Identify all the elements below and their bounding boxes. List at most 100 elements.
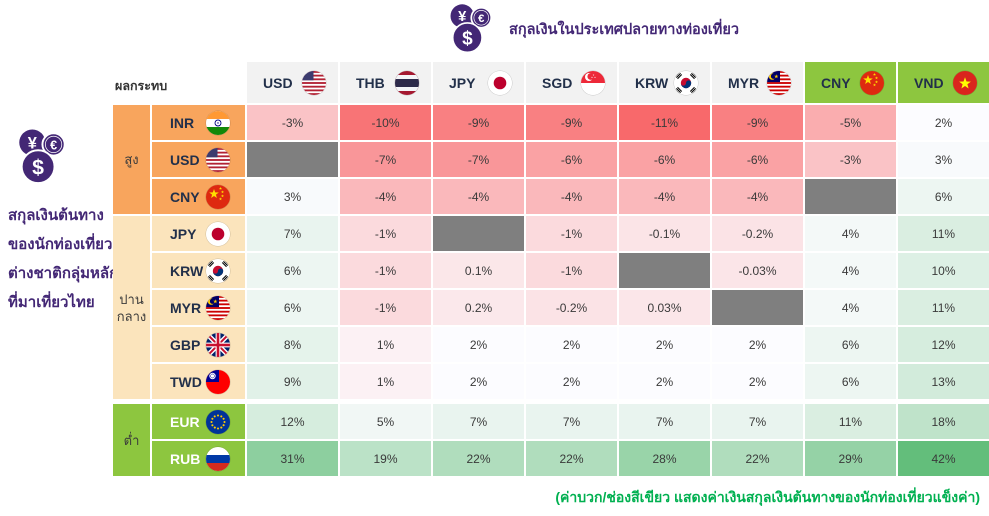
row-header-eur: EUR — [152, 404, 245, 439]
heatmap-cell-myr-thb: -1% — [340, 290, 431, 325]
column-header-label: MYR — [728, 74, 760, 91]
heatmap-cell-cny-jpy: -4% — [433, 179, 524, 214]
row-header-twd: TWD — [152, 364, 245, 399]
heatmap-cell-myr-krw: 0.03% — [619, 290, 710, 325]
column-header-cny: CNY — [805, 62, 896, 103]
heatmap-cell-usd-krw: -6% — [619, 142, 710, 177]
row-header-label: KRW — [170, 262, 204, 279]
my-flag-icon — [767, 70, 791, 95]
ru-flag-icon — [206, 446, 230, 471]
heatmap-cell-usd-myr: -6% — [712, 142, 803, 177]
heatmap-cell-cny-vnd: 6% — [898, 179, 989, 214]
heatmap-cell-inr-thb: -10% — [340, 105, 431, 140]
heatmap-cell-cny-krw: -4% — [619, 179, 710, 214]
column-header-label: USD — [263, 74, 293, 91]
in-flag-icon — [206, 110, 230, 135]
heatmap-cell-gbp-thb: 1% — [340, 327, 431, 362]
heatmap-cell-jpy-vnd: 11% — [898, 216, 989, 251]
heatmap-cell-myr-sgd: -0.2% — [526, 290, 617, 325]
heatmap-cell-gbp-krw: 2% — [619, 327, 710, 362]
currency-coins-icon: ¥ € $ — [444, 3, 496, 55]
origin-currency-panel: ¥ € $ สกุลเงินต้นทางของนักท่องเที่ยวต่าง… — [8, 128, 118, 317]
heatmap-cell-gbp-cny: 6% — [805, 327, 896, 362]
column-header-jpy: JPY — [433, 62, 524, 103]
heatmap-cell-twd-thb: 1% — [340, 364, 431, 399]
heatmap-cell-inr-jpy: -9% — [433, 105, 524, 140]
column-header-label: CNY — [821, 74, 851, 91]
heatmap-cell-jpy-krw: -0.1% — [619, 216, 710, 251]
heatmap-cell-twd-jpy: 2% — [433, 364, 524, 399]
heatmap-cell-rub-sgd: 22% — [526, 441, 617, 476]
currency-coins-icon: ¥ € $ — [12, 128, 70, 186]
heatmap-cell-usd-vnd: 3% — [898, 142, 989, 177]
heatmap-cell-krw-sgd: -1% — [526, 253, 617, 288]
origin-currency-caption-line: ต่างชาติกลุ่มหลัก — [8, 265, 119, 282]
cn-flag-icon — [206, 184, 230, 209]
impact-corner-label: ผลกระทบ — [115, 79, 168, 93]
heatmap-cell-gbp-sgd: 2% — [526, 327, 617, 362]
heatmap-cell-rub-myr: 22% — [712, 441, 803, 476]
row-header-label: JPY — [170, 225, 197, 242]
heatmap-cell-krw-krw — [619, 253, 710, 288]
column-header-label: KRW — [635, 74, 669, 91]
column-header-thb: THB — [340, 62, 431, 103]
origin-currency-caption-line: สกุลเงินต้นทาง — [8, 207, 104, 224]
my-flag-icon — [206, 295, 230, 320]
heatmap-cell-usd-cny: -3% — [805, 142, 896, 177]
column-header-label: JPY — [449, 74, 476, 91]
heatmap-cell-inr-usd: -3% — [247, 105, 338, 140]
column-header-krw: KRW — [619, 62, 710, 103]
column-header-usd: USD — [247, 62, 338, 103]
row-header-label: INR — [170, 114, 195, 131]
svg-text:$: $ — [32, 155, 44, 179]
row-header-label: RUB — [170, 450, 201, 467]
us-flag-icon — [206, 147, 230, 172]
heatmap-cell-myr-usd: 6% — [247, 290, 338, 325]
heatmap-cell-rub-vnd: 42% — [898, 441, 989, 476]
row-header-jpy: JPY — [152, 216, 245, 251]
row-header-label: MYR — [170, 299, 202, 316]
column-header-vnd: VND — [898, 62, 989, 103]
heatmap-cell-cny-usd: 3% — [247, 179, 338, 214]
column-header-label: THB — [356, 74, 385, 91]
column-header-label: VND — [914, 74, 944, 91]
jp-flag-icon — [206, 221, 230, 246]
heatmap-cell-twd-vnd: 13% — [898, 364, 989, 399]
heatmap-cell-eur-usd: 12% — [247, 404, 338, 439]
heatmap-cell-rub-jpy: 22% — [433, 441, 524, 476]
eu-flag-icon — [206, 409, 230, 434]
heatmap-cell-cny-cny — [805, 179, 896, 214]
heatmap-cell-gbp-myr: 2% — [712, 327, 803, 362]
heatmap-cell-krw-myr: -0.03% — [712, 253, 803, 288]
row-header-label: GBP — [170, 336, 201, 353]
heatmap-cell-jpy-cny: 4% — [805, 216, 896, 251]
heatmap-cell-krw-usd: 6% — [247, 253, 338, 288]
heatmap-cell-twd-myr: 2% — [712, 364, 803, 399]
destination-currency-title: สกุลเงินในประเทศปลายทางท่องเที่ยว — [509, 21, 739, 38]
vn-flag-icon — [953, 70, 977, 95]
heatmap-cell-usd-thb: -7% — [340, 142, 431, 177]
svg-text:¥: ¥ — [458, 9, 467, 25]
svg-text:$: $ — [462, 29, 473, 50]
heatmap-cell-twd-usd: 9% — [247, 364, 338, 399]
row-header-label: USD — [170, 151, 200, 168]
row-header-krw: KRW — [152, 253, 245, 288]
impact-group-high: สูง — [113, 105, 150, 214]
heatmap-cell-usd-sgd: -6% — [526, 142, 617, 177]
heatmap-cell-myr-vnd: 11% — [898, 290, 989, 325]
origin-currency-caption-line: ของนักท่องเที่ยว — [8, 236, 113, 253]
heatmap-cell-rub-thb: 19% — [340, 441, 431, 476]
svg-text:€: € — [478, 13, 485, 25]
impact-group-low: ต่ำ — [113, 404, 150, 476]
heatmap-cell-rub-usd: 31% — [247, 441, 338, 476]
us-flag-icon — [302, 70, 326, 95]
sg-flag-icon — [581, 70, 605, 95]
th-flag-icon — [395, 70, 419, 95]
heatmap-cell-inr-myr: -9% — [712, 105, 803, 140]
heatmap-cell-gbp-vnd: 12% — [898, 327, 989, 362]
column-header-label: SGD — [542, 74, 573, 91]
row-header-label: TWD — [170, 373, 202, 390]
row-header-label: EUR — [170, 413, 200, 430]
heatmap-cell-eur-myr: 7% — [712, 404, 803, 439]
